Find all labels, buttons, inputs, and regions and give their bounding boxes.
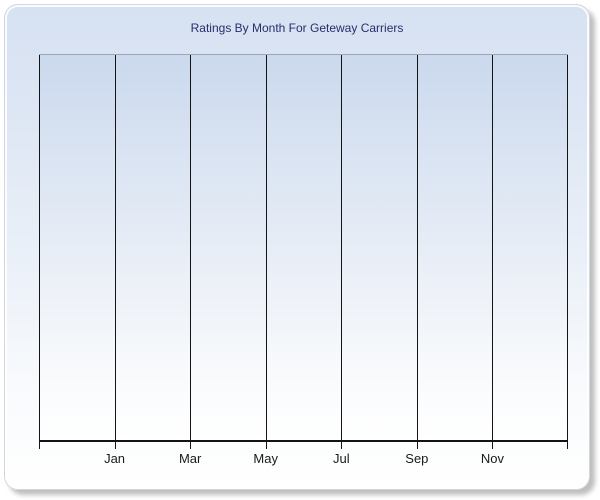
x-axis-line: [39, 440, 568, 442]
x-axis-label-sep: Sep: [405, 451, 429, 466]
x-axis-tick: [39, 441, 40, 449]
vertical-gridline: [190, 55, 192, 441]
plot-area: Jan Mar May Jul Sep Nov: [39, 54, 568, 466]
x-axis-tick: [416, 441, 418, 449]
vertical-gridline: [114, 55, 116, 441]
x-axis-label-jul: Jul: [332, 451, 350, 466]
x-axis-tick: [341, 441, 343, 449]
x-axis-label-jan: Jan: [104, 451, 126, 466]
vertical-gridline: [416, 55, 418, 441]
x-axis-label-mar: Mar: [178, 451, 202, 466]
x-axis-tick: [114, 441, 116, 449]
chart-title: Ratings By Month For Geteway Carriers: [190, 21, 404, 35]
vertical-gridline: [567, 55, 568, 441]
vertical-gridline: [341, 55, 343, 441]
vertical-gridline: [265, 55, 267, 441]
x-axis-tick: [567, 441, 568, 449]
x-axis-tick: [265, 441, 267, 449]
x-axis-tick: [190, 441, 192, 449]
vertical-gridline: [492, 55, 494, 441]
x-axis-label-may: May: [253, 451, 278, 466]
chart-panel: Ratings By Month For Geteway Carriers Ja…: [4, 4, 590, 490]
x-axis-label-nov: Nov: [480, 451, 504, 466]
x-axis-tick: [492, 441, 494, 449]
vertical-gridline: [39, 55, 40, 441]
